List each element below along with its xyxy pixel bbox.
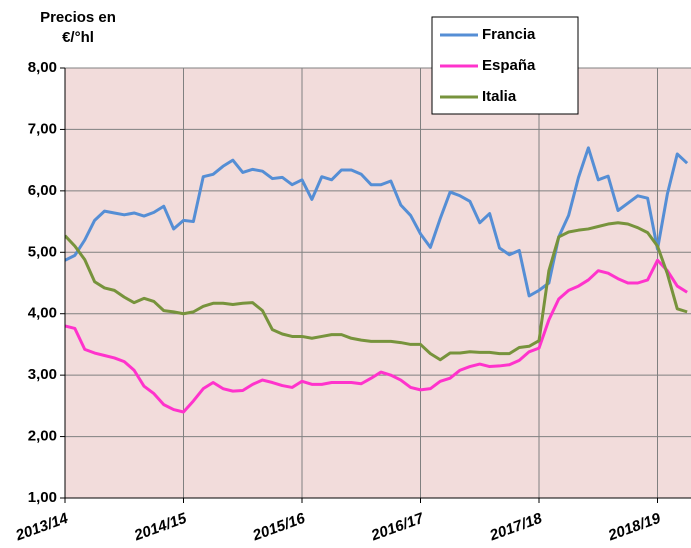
grid [65, 67, 691, 499]
y-axis-label: Precios en [40, 9, 116, 26]
legend: Francia España Italia [440, 26, 536, 105]
x-tick-label: 2015/16 [250, 510, 308, 545]
legend-label: España [482, 57, 536, 74]
x-tick-label: 2018/19 [605, 510, 663, 545]
y-tick-label: 3,00 [28, 366, 57, 383]
series-line [65, 258, 688, 414]
series-line [65, 146, 689, 298]
x-tick-label: 2016/17 [368, 510, 426, 545]
y-tick-label: 1,00 [28, 489, 57, 506]
y-tick-label: 2,00 [28, 428, 57, 445]
x-tick-label: 2014/15 [131, 510, 189, 545]
y-tick-label: 7,00 [28, 120, 57, 137]
y-tick-label: 8,00 [28, 59, 57, 76]
series-line [65, 221, 688, 362]
x-tick-label: 2013/14 [13, 510, 71, 545]
y-tick-label: 4,00 [28, 305, 57, 322]
y-axis-label: €/°hl [62, 29, 94, 46]
y-tick-label: 5,00 [28, 243, 57, 260]
x-tick-label: 2017/18 [487, 510, 545, 545]
y-tick-label: 6,00 [28, 182, 57, 199]
lines [65, 146, 689, 414]
legend-label: Italia [482, 88, 517, 105]
plot-area [65, 68, 691, 498]
legend-label: Francia [482, 26, 536, 43]
